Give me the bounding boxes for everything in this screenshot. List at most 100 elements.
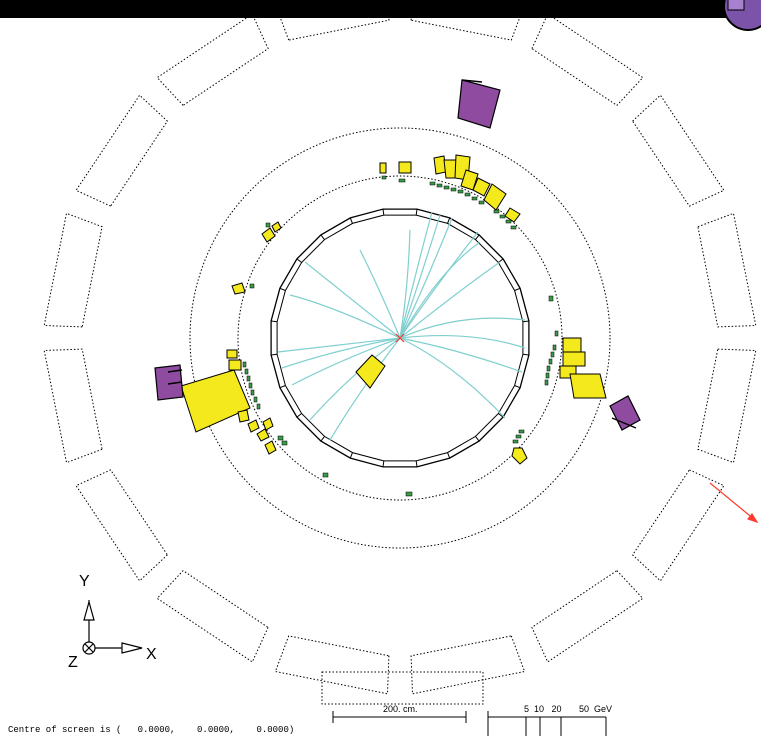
muon-hit — [545, 372, 550, 379]
missing-energy-arrow — [709, 482, 759, 524]
muon-hit — [499, 214, 506, 219]
muon-chamber-segment — [631, 94, 725, 207]
inner-detector-segment — [447, 452, 451, 459]
track — [399, 317, 526, 339]
muon-chamber-segment — [43, 212, 103, 328]
inner-detector-segment — [522, 353, 529, 356]
ecal-tower — [355, 354, 386, 389]
muon-chamber-segment — [531, 569, 644, 663]
ecal-tower — [511, 447, 528, 465]
ecal-tower — [271, 221, 282, 233]
inner-detector-segment — [475, 234, 480, 240]
muon-chamber-segment — [631, 469, 725, 582]
track — [399, 337, 523, 373]
track — [329, 337, 401, 441]
hcal-tower-edges — [167, 79, 637, 429]
ecal-tower — [226, 349, 238, 359]
muon-hit — [281, 440, 288, 446]
muon-chamber-segment — [75, 94, 169, 207]
muon-chamber-segment — [410, 0, 526, 41]
muon-hit — [450, 187, 457, 192]
muon-hit — [550, 351, 555, 358]
muon-chamber-segment — [156, 13, 269, 107]
muon-hit — [322, 472, 329, 478]
track — [399, 231, 479, 339]
inner-detector-segment — [415, 460, 418, 467]
muon-hit — [436, 183, 443, 188]
hcal-tower — [609, 395, 641, 431]
ecal-outer-boundary — [237, 175, 563, 501]
hcal-outer-boundary — [189, 127, 611, 549]
track — [399, 229, 411, 339]
inner-detector-segment — [522, 320, 529, 323]
muon-chamber-segment — [697, 212, 757, 328]
vertex-marker — [395, 333, 405, 343]
track — [399, 217, 453, 339]
muon-hit — [515, 434, 522, 439]
ecal-tower — [398, 161, 412, 174]
muon-chamber-segment — [156, 569, 269, 663]
track — [289, 294, 401, 339]
muon-hit — [253, 396, 258, 403]
track — [399, 241, 481, 339]
inner-detector-segment — [296, 413, 302, 418]
track — [291, 337, 401, 386]
muon-hit — [443, 185, 450, 190]
track — [399, 337, 506, 419]
muon-hit — [493, 209, 500, 214]
muon-hit — [510, 225, 517, 230]
track — [399, 261, 501, 339]
muon-hit — [478, 200, 485, 205]
ecal-tower — [264, 440, 277, 455]
inner-detector-segment — [271, 320, 278, 323]
length-scale-bar — [332, 711, 467, 723]
ecal-tower — [228, 359, 242, 371]
muon-chamber-segment — [274, 635, 390, 695]
muon-hit — [265, 222, 271, 228]
muon-hit — [242, 361, 247, 368]
muon-chamber-segment — [531, 13, 644, 107]
z-axis-label: Z — [68, 654, 78, 671]
x-axis-label: X — [146, 646, 157, 663]
inner-detector-segment — [320, 436, 325, 442]
ecal-tower — [562, 337, 582, 353]
track — [399, 334, 526, 349]
ecal-tower — [261, 227, 276, 243]
muon-hits — [242, 175, 559, 497]
energy-scale-bar — [487, 711, 607, 736]
ecal-tower — [262, 417, 274, 431]
muon-hit — [429, 181, 436, 186]
scale-box — [321, 671, 484, 705]
inner-detector-segments — [271, 209, 529, 467]
muon-hit — [544, 379, 549, 386]
centre-of-screen-status: Centre of screen is ( 0.0000, 0.0000, 0.… — [8, 725, 295, 735]
inner-detector-segment — [475, 436, 480, 442]
inner-detector-segment — [498, 413, 504, 418]
track — [399, 214, 441, 339]
hcal-towers — [154, 79, 641, 431]
inner-detector-segment — [349, 452, 353, 459]
muon-hit — [381, 175, 387, 180]
muon-hit — [398, 178, 406, 183]
track — [309, 337, 401, 421]
muon-hit — [277, 435, 284, 441]
track — [281, 337, 401, 369]
muon-hit — [552, 344, 557, 351]
muon-hit — [464, 192, 471, 197]
muon-hit — [554, 330, 559, 337]
ecal-tower — [237, 409, 250, 423]
y-axis-label: Y — [79, 573, 90, 590]
muon-hit — [548, 295, 554, 302]
inner-detector-segment — [271, 353, 278, 356]
inner-detector-segment — [320, 234, 325, 240]
muon-hit — [244, 368, 249, 375]
ecal-tower — [472, 177, 491, 197]
inner-detector-segment — [382, 460, 385, 467]
muon-hit — [512, 439, 519, 444]
track-group — [277, 211, 526, 441]
length-scale-label: 200. cm. — [383, 704, 418, 714]
muon-hit — [471, 196, 478, 201]
inner-detector-segment — [279, 385, 286, 389]
